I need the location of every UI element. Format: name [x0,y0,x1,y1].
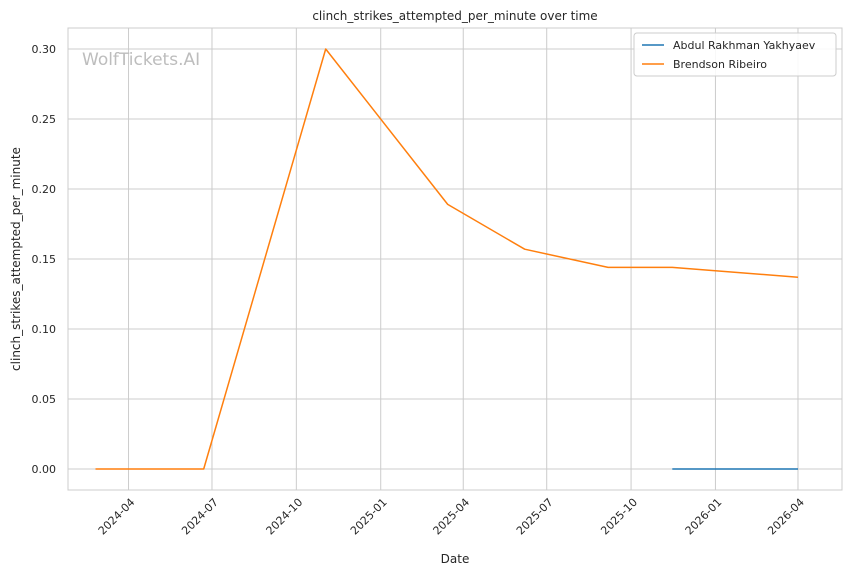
legend: Abdul Rakhman Yakhyaev Brendson Ribeiro [633,32,837,77]
x-tick-label: 2025-10 [598,496,640,538]
chart-title: clinch_strikes_attempted_per_minute over… [312,9,597,23]
y-axis-label: clinch_strikes_attempted_per_minute [9,147,23,371]
x-tick-label: 2024-07 [179,496,221,538]
y-tick-label: 0.25 [32,113,57,126]
x-tick-label: 2025-04 [431,496,473,538]
y-tick-label: 0.05 [32,393,57,406]
x-tick-label: 2024-04 [96,496,138,538]
x-tick-label: 2025-01 [348,496,390,538]
series-layer [95,48,799,470]
watermark: WolfTickets.AI [82,50,200,70]
series-line-brendson-ribeiro [95,48,799,470]
y-tick-label: 0.15 [32,253,57,266]
y-axis-ticks: 0.00 0.05 0.10 0.15 0.20 0.25 0.30 [32,43,57,476]
x-tick-label: 2024-10 [264,496,306,538]
x-tick-label: 2025-07 [514,496,556,538]
x-tick-label: 2026-04 [765,496,807,538]
y-tick-label: 0.20 [32,183,57,196]
y-tick-label: 0.30 [32,43,57,56]
y-tick-label: 0.00 [32,463,57,476]
x-tick-label: 2026-01 [683,496,725,538]
x-axis-ticks: 2024-04 2024-07 2024-10 2025-01 2025-04 2025-… [96,496,807,538]
y-tick-label: 0.10 [32,323,57,336]
x-axis-label: Date [441,552,470,566]
legend-box [633,32,837,77]
legend-label-abdul-rakhman-yakhyaev: Abdul Rakhman Yakhyaev [673,39,816,52]
legend-label-brendson-ribeiro: Brendson Ribeiro [673,58,767,71]
